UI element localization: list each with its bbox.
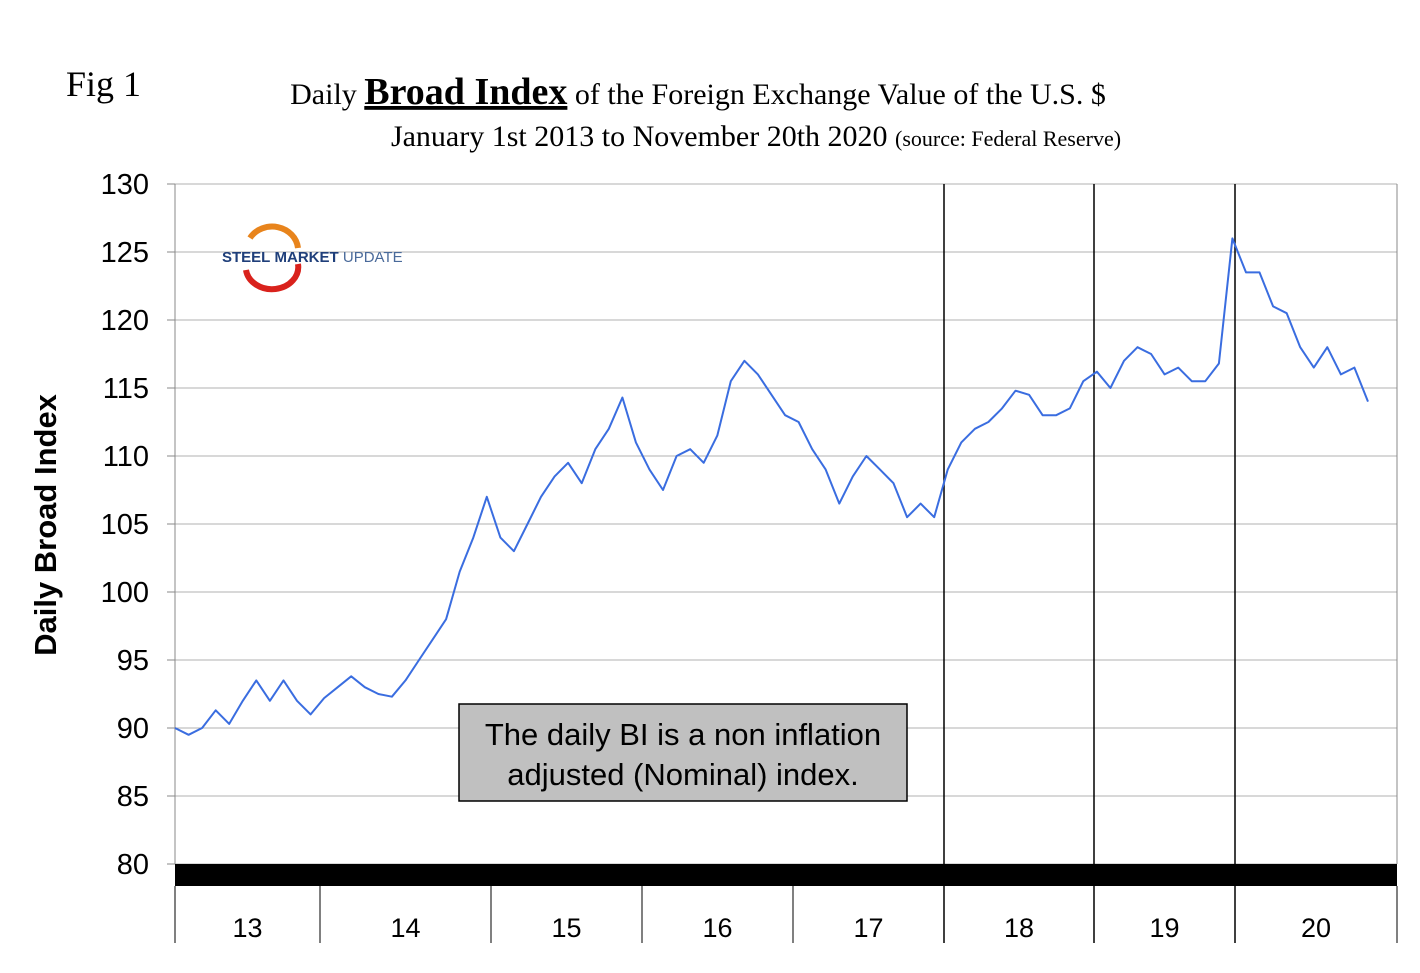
y-tick-label: 100	[101, 577, 149, 609]
subtitle-part: January 1st 2013 to November 20th 2020	[391, 120, 888, 153]
chart-title: Daily Broad Index of the Foreign Exchang…	[290, 71, 1106, 113]
figure-label: Fig 1	[66, 64, 141, 104]
x-tick-label: 17	[853, 913, 883, 943]
logo-swoosh	[247, 223, 301, 249]
logo-text: STEEL MARKET UPDATE	[222, 249, 403, 266]
annotation-box	[458, 703, 908, 802]
subtitle: January 1st 2013 to November 20th 2020 (…	[391, 120, 1121, 153]
y-axis-label: Daily Broad Index	[28, 393, 63, 656]
x-tick-label: 13	[232, 913, 262, 943]
y-tick-label: 115	[103, 373, 149, 405]
source-note: (source: Federal Reserve)	[895, 126, 1121, 151]
x-tick-label: 19	[1149, 913, 1179, 943]
title-emphasis: Broad Index	[364, 71, 567, 113]
title-part: Daily	[290, 78, 357, 111]
y-tick-label: 105	[101, 509, 149, 541]
y-tick-label: 85	[117, 781, 149, 813]
x-tick-label: 18	[1004, 913, 1034, 943]
x-tick-label: 15	[551, 913, 581, 943]
logo-word: STEEL	[222, 249, 270, 266]
annotation-text: adjusted (Nominal) index.	[507, 757, 859, 792]
annotation: The daily BI is a non inflation adjusted…	[458, 703, 908, 802]
y-tick-label: 110	[103, 441, 149, 473]
annotation-text: The daily BI is a non inflation	[485, 717, 881, 752]
title-part: of the Foreign Exchange Value of the U.S…	[575, 78, 1106, 111]
x-tick-label: 14	[390, 913, 420, 943]
x-tick-label: 16	[702, 913, 732, 943]
plot-area: 80 85 90 95 100 105 110 115 120 125 130 13 14 15 16 17 1…	[101, 169, 1398, 943]
data-line	[174, 237, 1369, 736]
y-tick-label: 90	[117, 713, 149, 745]
logo-swoosh	[243, 263, 302, 293]
y-tick-label: 125	[101, 237, 149, 269]
y-tick-label: 80	[117, 849, 149, 881]
logo: STEEL MARKET UPDATE	[222, 223, 403, 293]
axis-band	[175, 864, 1397, 886]
logo-word: UPDATE	[343, 249, 403, 266]
y-tick-label: 130	[101, 169, 149, 201]
y-tick-label: 95	[117, 645, 149, 677]
y-tick-label: 120	[101, 305, 149, 337]
x-tick-label: 20	[1301, 913, 1331, 943]
logo-word: MARKET	[275, 249, 339, 266]
